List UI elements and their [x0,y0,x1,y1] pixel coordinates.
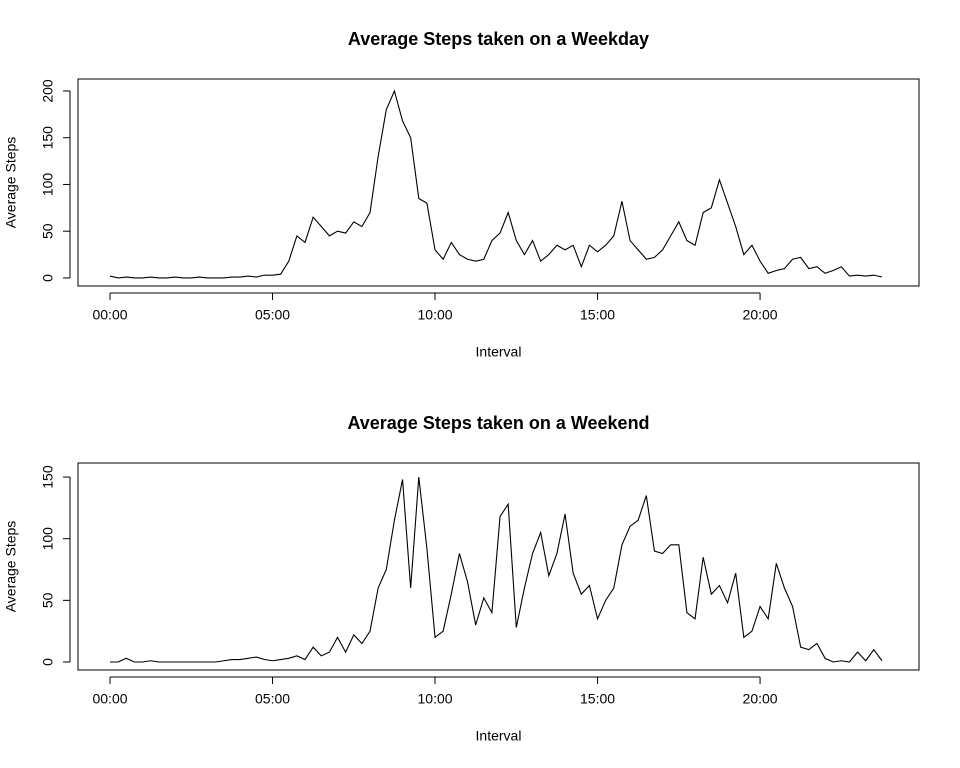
y-tick-label: 50 [40,223,56,239]
x-tick-label: 20:00 [743,691,778,707]
x-tick-label: 15:00 [580,691,615,707]
y-tick-label: 200 [40,79,56,103]
x-tick-label: 00:00 [92,307,127,323]
x-tick-label: 05:00 [255,307,290,323]
y-tick-label: 100 [40,527,56,551]
plot-box [77,462,920,671]
x-tick-label: 20:00 [743,307,778,323]
x-tick-label: 15:00 [580,307,615,323]
y-axis-label: Average Steps [3,521,19,613]
chart-title: Average Steps taken on a Weekend [347,413,649,433]
y-tick-label: 0 [40,274,56,282]
y-tick-label: 50 [40,592,56,608]
x-tick-label: 05:00 [255,691,290,707]
plot-box [77,78,920,287]
chart-title: Average Steps taken on a Weekday [348,29,649,49]
y-axis-label: Average Steps [3,137,19,229]
y-tick-label: 150 [40,126,56,150]
y-tick-label: 150 [40,465,56,489]
x-axis-label: Interval [476,344,522,360]
data-line [110,476,883,663]
x-tick-label: 10:00 [418,307,453,323]
x-tick-label: 00:00 [92,691,127,707]
x-axis-label: Interval [476,728,522,744]
y-tick-label: 100 [40,173,56,197]
x-tick-label: 10:00 [418,691,453,707]
y-tick-label: 0 [40,658,56,666]
data-line [109,89,883,279]
